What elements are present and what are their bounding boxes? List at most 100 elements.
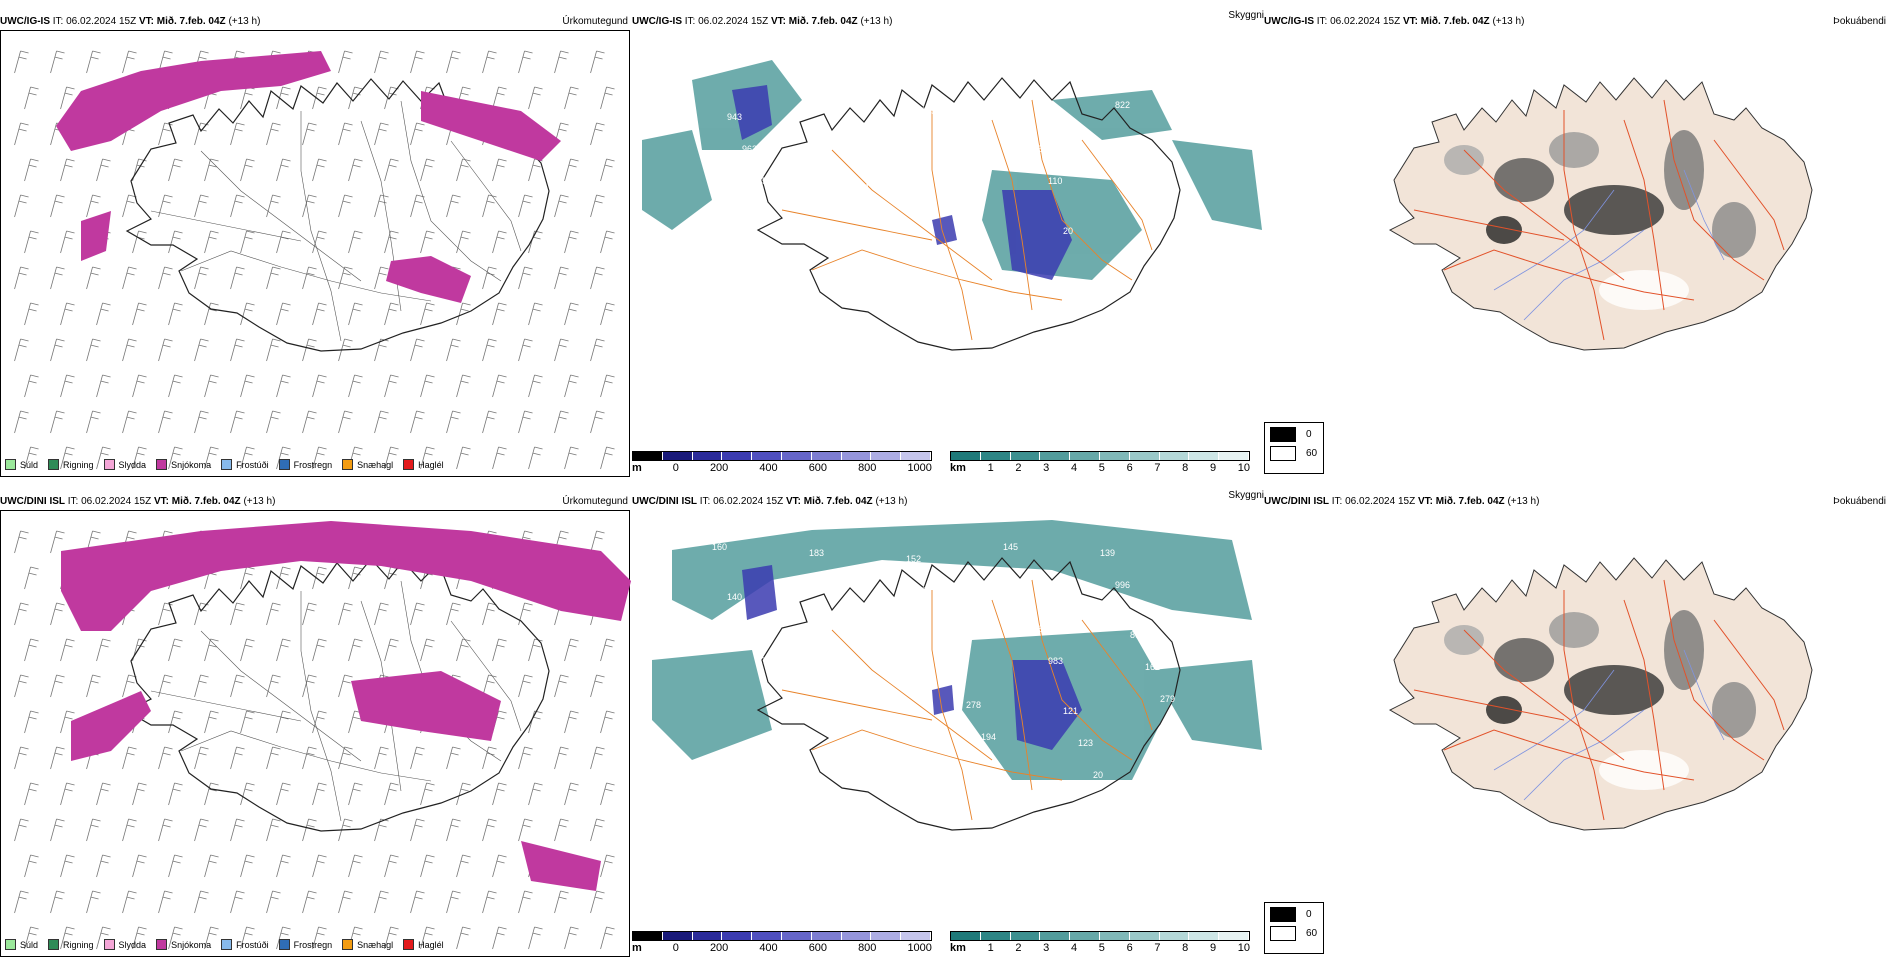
wind-barb	[492, 782, 507, 806]
wind-barb	[348, 854, 363, 878]
precip-legend-label: Snjókoma	[171, 459, 212, 470]
wind-barb	[86, 674, 101, 698]
colorbar-swatch	[1070, 932, 1100, 940]
panel-precip-type-row1: UWC/IG-IS IT: 06.02.2024 15Z VT: Mið. 7.…	[0, 16, 632, 478]
visibility-colorbar-swatches	[950, 931, 1250, 941]
vt-value: Mið. 7.feb. 04Z	[788, 16, 858, 27]
wind-barb	[492, 854, 507, 878]
precip-legend-item: Frostúði	[221, 939, 269, 950]
visibility-label: 152	[906, 554, 921, 564]
visibility-colorbar-ticks: km 1 2 3 4 5 6 7 8 9 10	[950, 942, 1250, 954]
visibility-label: 134	[854, 182, 869, 192]
road	[811, 729, 1063, 781]
cloudbase-colorbar-ticks: m 0 200 400 600 800 1000	[632, 462, 932, 474]
wind-barb	[14, 890, 29, 914]
wind-barb	[276, 446, 291, 470]
colorbar-tick: 3	[1043, 942, 1050, 954]
wind-barb	[420, 446, 435, 470]
wind-barb	[338, 50, 353, 74]
wind-barb	[554, 50, 569, 74]
wind-barb	[230, 602, 245, 626]
road	[931, 590, 973, 821]
fog-index-area	[1549, 132, 1599, 168]
colorbar-tick: 3	[1043, 462, 1050, 474]
wind-barb	[158, 410, 173, 434]
cloudbase-colorbar-swatches	[632, 931, 932, 941]
visibility-label: 665	[839, 630, 854, 640]
visibility-label: 43	[839, 150, 849, 160]
road-network	[781, 99, 1153, 341]
road	[300, 111, 342, 342]
wind-barb	[168, 854, 183, 878]
fog-legend-item: 60	[1270, 926, 1323, 941]
wind-barb	[564, 926, 579, 950]
precip-legend-label: Frostúði	[236, 939, 269, 950]
wind-barb	[132, 854, 147, 878]
colorbar-tick: 4	[1070, 942, 1078, 954]
wind-barb	[132, 158, 147, 182]
colorbar-tick: 2	[1015, 462, 1022, 474]
river	[1493, 669, 1615, 771]
road	[200, 630, 362, 762]
colorbar-swatch	[781, 452, 812, 460]
colorbar-tick: 8	[1182, 462, 1189, 474]
wind-barb	[50, 818, 65, 842]
wind-barb	[456, 926, 471, 950]
colorbar-swatch	[1159, 452, 1190, 460]
wind-barb	[456, 854, 471, 878]
visibility-label: 106	[1003, 62, 1018, 72]
wind-barb	[600, 710, 615, 734]
colorbar-tick: 1	[987, 942, 994, 954]
visibility-label: 309	[809, 68, 824, 78]
model-name: UWC/IG-IS	[632, 16, 682, 27]
wind-barb	[204, 446, 219, 470]
wind-barb	[60, 926, 75, 950]
wind-barb	[348, 302, 363, 326]
wind-barb	[446, 194, 461, 218]
precip-legend-swatch	[403, 939, 415, 950]
road	[1413, 689, 1565, 721]
fog-index-area	[1444, 625, 1484, 655]
wind-barb	[60, 710, 75, 734]
river-network	[1493, 169, 1725, 321]
wind-barb	[266, 266, 281, 290]
vt-label: VT:	[1417, 496, 1433, 507]
panel-fog-row1: UWC/IG-IS IT: 06.02.2024 15Z VT: Mið. 7.…	[1264, 16, 1896, 478]
colorbar-unit: km	[950, 462, 966, 474]
colorbar-tick: 0	[672, 462, 679, 474]
wind-barb	[554, 410, 569, 434]
wind-barb	[122, 818, 137, 842]
colorbar-swatch	[752, 932, 782, 940]
wind-barb	[266, 602, 281, 626]
precip-legend-swatch	[103, 939, 115, 950]
precip-legend-item: Frostregn	[278, 459, 333, 470]
wind-barb	[24, 638, 39, 662]
wind-barb	[446, 50, 461, 74]
wind-barb	[410, 746, 425, 770]
wind-barb	[122, 890, 137, 914]
wind-barb	[590, 266, 605, 290]
colorbar-swatch	[951, 932, 981, 940]
wind-barb	[410, 194, 425, 218]
fog-legend-swatch	[1270, 446, 1296, 461]
wind-barb	[86, 410, 101, 434]
wind-barb	[204, 230, 219, 254]
wind-barb	[230, 746, 245, 770]
wind-barb	[554, 818, 569, 842]
lead-time: (+13 h)	[875, 496, 908, 507]
param-title: Úrkomutegund	[562, 496, 628, 507]
wind-barb	[564, 638, 579, 662]
wind-barb	[456, 638, 471, 662]
precip-legend-label: Frostregn	[293, 459, 333, 470]
wind-barb	[420, 926, 435, 950]
wind-barb	[312, 374, 327, 398]
wind-barb	[266, 338, 281, 362]
wind-barb	[374, 338, 389, 362]
wind-barb	[240, 446, 255, 470]
river	[1523, 229, 1645, 321]
wind-barb	[374, 818, 389, 842]
wind-barb	[240, 158, 255, 182]
wind-barb	[158, 194, 173, 218]
wind-barb	[168, 638, 183, 662]
it-label: IT:	[1331, 496, 1343, 507]
